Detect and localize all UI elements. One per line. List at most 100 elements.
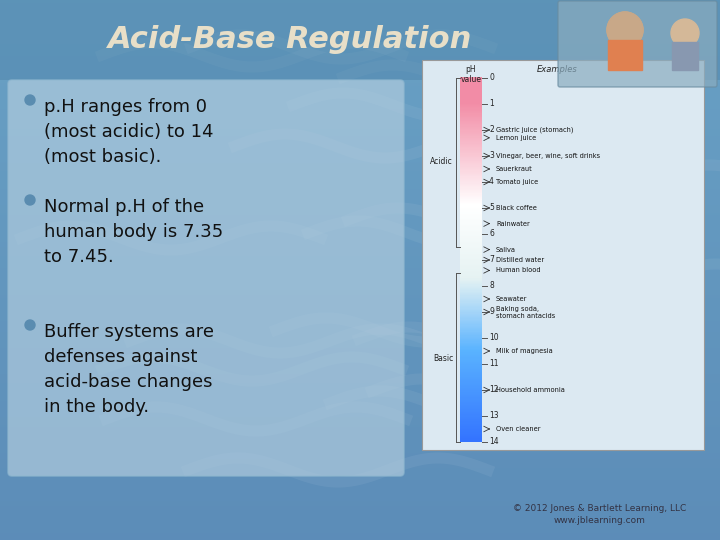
Bar bbox=[460, 360, 482, 362]
Bar bbox=[460, 111, 482, 113]
Bar bbox=[460, 430, 482, 433]
Bar bbox=[460, 259, 482, 261]
Bar bbox=[0, 462, 720, 463]
Bar bbox=[460, 235, 482, 237]
Bar bbox=[460, 254, 482, 256]
Bar bbox=[0, 375, 720, 376]
Bar bbox=[0, 497, 720, 498]
Bar bbox=[0, 94, 720, 95]
Bar bbox=[0, 503, 720, 504]
Bar bbox=[460, 357, 482, 360]
Bar bbox=[0, 171, 720, 172]
Bar bbox=[0, 61, 720, 62]
Bar bbox=[0, 397, 720, 398]
Bar bbox=[460, 185, 482, 187]
Bar bbox=[0, 408, 720, 409]
Bar bbox=[0, 305, 720, 306]
Bar bbox=[460, 270, 482, 272]
Bar bbox=[0, 321, 720, 322]
Bar bbox=[0, 8, 720, 9]
Text: 2: 2 bbox=[489, 125, 494, 134]
Bar bbox=[0, 41, 720, 42]
Bar bbox=[460, 91, 482, 94]
Bar bbox=[0, 242, 720, 243]
Bar bbox=[0, 443, 720, 444]
Bar bbox=[0, 69, 720, 70]
Bar bbox=[0, 204, 720, 205]
Bar bbox=[460, 144, 482, 146]
Text: Tomato juice: Tomato juice bbox=[496, 179, 539, 185]
Bar bbox=[0, 312, 720, 313]
Text: Rainwater: Rainwater bbox=[496, 221, 530, 227]
Bar bbox=[0, 394, 720, 395]
Bar bbox=[0, 448, 720, 449]
Bar bbox=[460, 199, 482, 202]
Bar bbox=[460, 221, 482, 224]
Bar bbox=[460, 218, 482, 220]
Bar bbox=[0, 271, 720, 272]
Bar bbox=[460, 319, 482, 321]
Bar bbox=[0, 247, 720, 248]
Bar bbox=[460, 368, 482, 370]
Bar bbox=[0, 102, 720, 103]
Bar bbox=[460, 145, 482, 147]
Bar bbox=[0, 447, 720, 448]
Bar bbox=[0, 7, 720, 8]
Bar bbox=[0, 401, 720, 402]
Bar bbox=[0, 214, 720, 215]
Bar bbox=[0, 49, 720, 50]
Bar bbox=[0, 535, 720, 536]
Bar bbox=[0, 136, 720, 137]
Bar bbox=[460, 138, 482, 140]
Bar bbox=[0, 458, 720, 459]
Bar bbox=[460, 376, 482, 379]
Bar bbox=[0, 498, 720, 499]
Bar bbox=[0, 188, 720, 189]
Bar bbox=[0, 395, 720, 396]
Bar bbox=[460, 101, 482, 104]
Bar bbox=[0, 173, 720, 174]
Bar bbox=[0, 249, 720, 250]
Bar bbox=[460, 314, 482, 316]
Bar bbox=[460, 79, 482, 82]
Bar bbox=[0, 388, 720, 389]
Bar bbox=[460, 264, 482, 266]
Bar bbox=[0, 131, 720, 132]
Bar bbox=[460, 152, 482, 154]
Text: 13: 13 bbox=[489, 411, 499, 421]
Bar bbox=[0, 205, 720, 206]
Text: 7: 7 bbox=[489, 255, 494, 265]
Bar bbox=[460, 106, 482, 109]
Bar bbox=[0, 434, 720, 435]
Circle shape bbox=[671, 19, 699, 47]
Bar bbox=[0, 492, 720, 493]
Bar bbox=[460, 380, 482, 382]
Bar bbox=[0, 141, 720, 142]
Bar bbox=[0, 480, 720, 481]
Bar bbox=[460, 178, 482, 180]
Bar bbox=[0, 270, 720, 271]
Bar bbox=[460, 190, 482, 192]
Bar bbox=[0, 164, 720, 165]
Bar bbox=[460, 147, 482, 150]
Bar bbox=[0, 124, 720, 125]
Bar bbox=[460, 438, 482, 441]
Bar bbox=[0, 510, 720, 511]
Bar bbox=[460, 151, 482, 153]
Bar bbox=[0, 297, 720, 298]
Bar bbox=[0, 130, 720, 131]
Bar bbox=[0, 101, 720, 102]
Bar bbox=[460, 277, 482, 279]
Bar bbox=[460, 386, 482, 389]
Bar bbox=[0, 385, 720, 386]
Bar bbox=[0, 517, 720, 518]
Bar bbox=[0, 430, 720, 431]
Bar bbox=[460, 316, 482, 318]
Bar bbox=[460, 224, 482, 226]
Bar bbox=[460, 422, 482, 424]
Bar bbox=[460, 159, 482, 161]
Bar bbox=[0, 142, 720, 143]
Bar bbox=[460, 425, 482, 428]
Bar bbox=[460, 434, 482, 436]
Bar bbox=[0, 474, 720, 475]
